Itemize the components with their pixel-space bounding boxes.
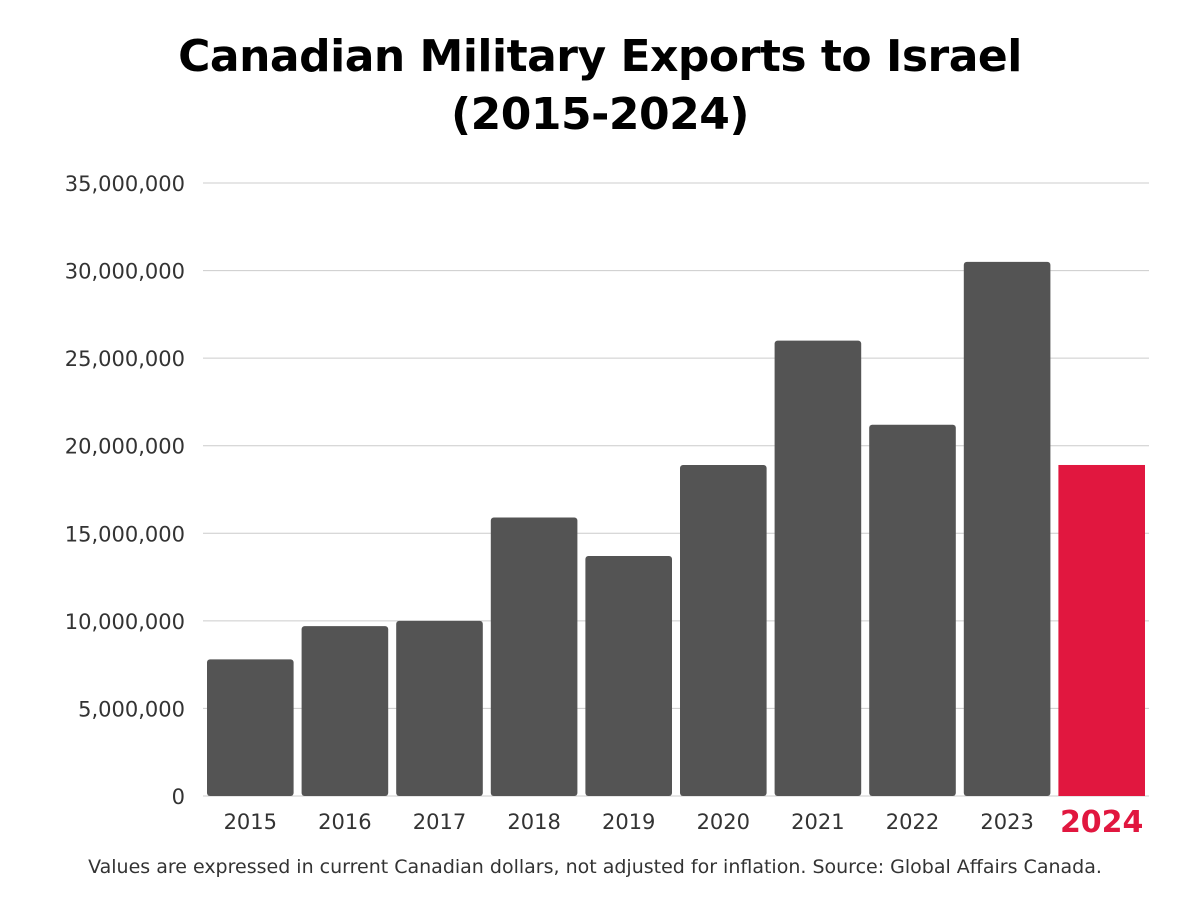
y-tick-label: 20,000,000	[65, 435, 185, 459]
x-tick-label-2023: 2023	[980, 810, 1033, 834]
y-tick-label: 25,000,000	[65, 347, 185, 371]
y-axis-tick-labels: 0 5,000,000 10,000,000 15,000,000 20,000,000…	[65, 172, 185, 809]
bar-2020	[680, 464, 767, 796]
x-tick-label-2020: 2020	[697, 810, 750, 834]
bars	[207, 261, 1145, 796]
bar-2015	[207, 659, 294, 796]
bar-2021	[774, 340, 862, 796]
x-tick-label-2018: 2018	[507, 810, 560, 834]
bar-2018	[490, 517, 578, 796]
y-tick-label: 15,000,000	[65, 522, 185, 546]
bar-2017	[396, 620, 483, 796]
x-tick-label-2016: 2016	[318, 810, 371, 834]
y-tick-label: 35,000,000	[65, 172, 185, 196]
x-axis-tick-labels: 2015 2016 2017 2018 2019 2020 2021 2022 2023 2024	[224, 805, 1144, 840]
bar-2023	[963, 261, 1051, 796]
y-tick-label: 10,000,000	[65, 610, 185, 634]
x-tick-label-2015: 2015	[224, 810, 277, 834]
x-tick-label-2017: 2017	[413, 810, 466, 834]
bar-2016	[301, 626, 389, 796]
y-tick-label: 0	[172, 785, 185, 809]
bar-2019	[585, 556, 672, 796]
chart-title-line-1: Canadian Military Exports to Israel	[178, 31, 1022, 82]
chart-title: Canadian Military Exports to Israel (201…	[0, 28, 1200, 144]
bar-2024	[1058, 464, 1145, 796]
x-tick-label-2019: 2019	[602, 810, 655, 834]
y-tick-label: 30,000,000	[65, 260, 185, 284]
y-tick-label: 5,000,000	[78, 697, 185, 721]
x-tick-label-2021: 2021	[791, 810, 844, 834]
x-tick-label-2022: 2022	[886, 810, 939, 834]
x-tick-label-2024: 2024	[1060, 805, 1144, 840]
chart-title-line-2: (2015-2024)	[451, 89, 749, 140]
footnote: Values are expressed in current Canadian…	[88, 856, 1102, 878]
bar-2022	[869, 424, 956, 796]
